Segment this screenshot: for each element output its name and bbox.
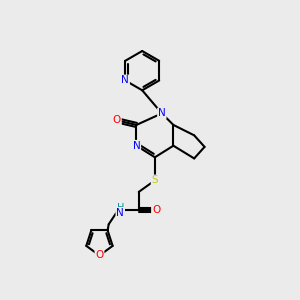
Text: N: N [116, 208, 124, 218]
Text: O: O [95, 250, 104, 260]
Text: N: N [158, 108, 166, 118]
Text: S: S [152, 176, 158, 185]
Text: O: O [113, 115, 121, 125]
Text: N: N [121, 76, 129, 85]
Text: H: H [117, 203, 124, 213]
Text: N: N [133, 141, 140, 151]
Text: O: O [152, 206, 160, 215]
